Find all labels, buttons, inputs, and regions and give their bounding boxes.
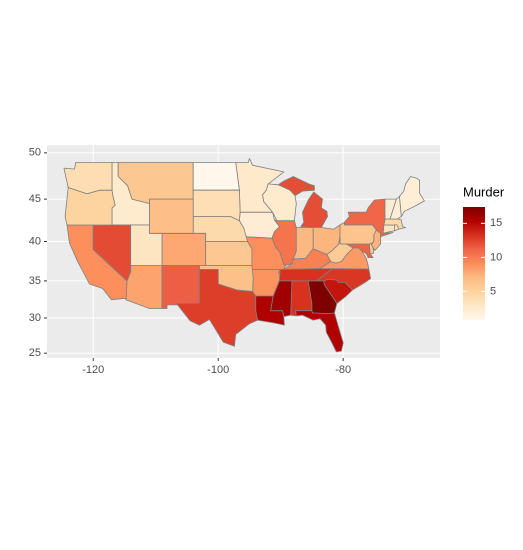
state	[262, 183, 297, 222]
y-tick-label: 35	[29, 275, 41, 287]
x-tick-label: -120	[82, 364, 104, 376]
y-tick-label: 30	[29, 312, 41, 324]
state	[384, 198, 397, 220]
state	[92, 224, 132, 282]
y-tick-label: 25	[29, 347, 41, 359]
state	[323, 279, 353, 304]
state	[125, 265, 163, 309]
legend-tick-label: 10	[490, 251, 502, 263]
legend-tick-label: 5	[490, 285, 496, 297]
colorbar	[463, 207, 485, 320]
state	[161, 265, 200, 309]
state	[205, 241, 253, 266]
legend-tick-label: 15	[490, 217, 502, 229]
state	[399, 176, 425, 217]
state	[339, 222, 377, 245]
state	[149, 198, 194, 234]
y-tick-label: 45	[29, 193, 41, 205]
legend-title: Murder	[463, 184, 505, 199]
y-tick-label: 50	[29, 147, 41, 159]
y-tick-label: 40	[29, 235, 41, 247]
state	[326, 236, 354, 264]
state	[394, 224, 400, 232]
state	[192, 162, 240, 191]
x-tick-label: -100	[207, 364, 229, 376]
state	[192, 189, 241, 222]
state	[63, 162, 113, 195]
state	[176, 269, 258, 347]
x-tick-label: -80	[335, 364, 351, 376]
state	[161, 232, 207, 266]
